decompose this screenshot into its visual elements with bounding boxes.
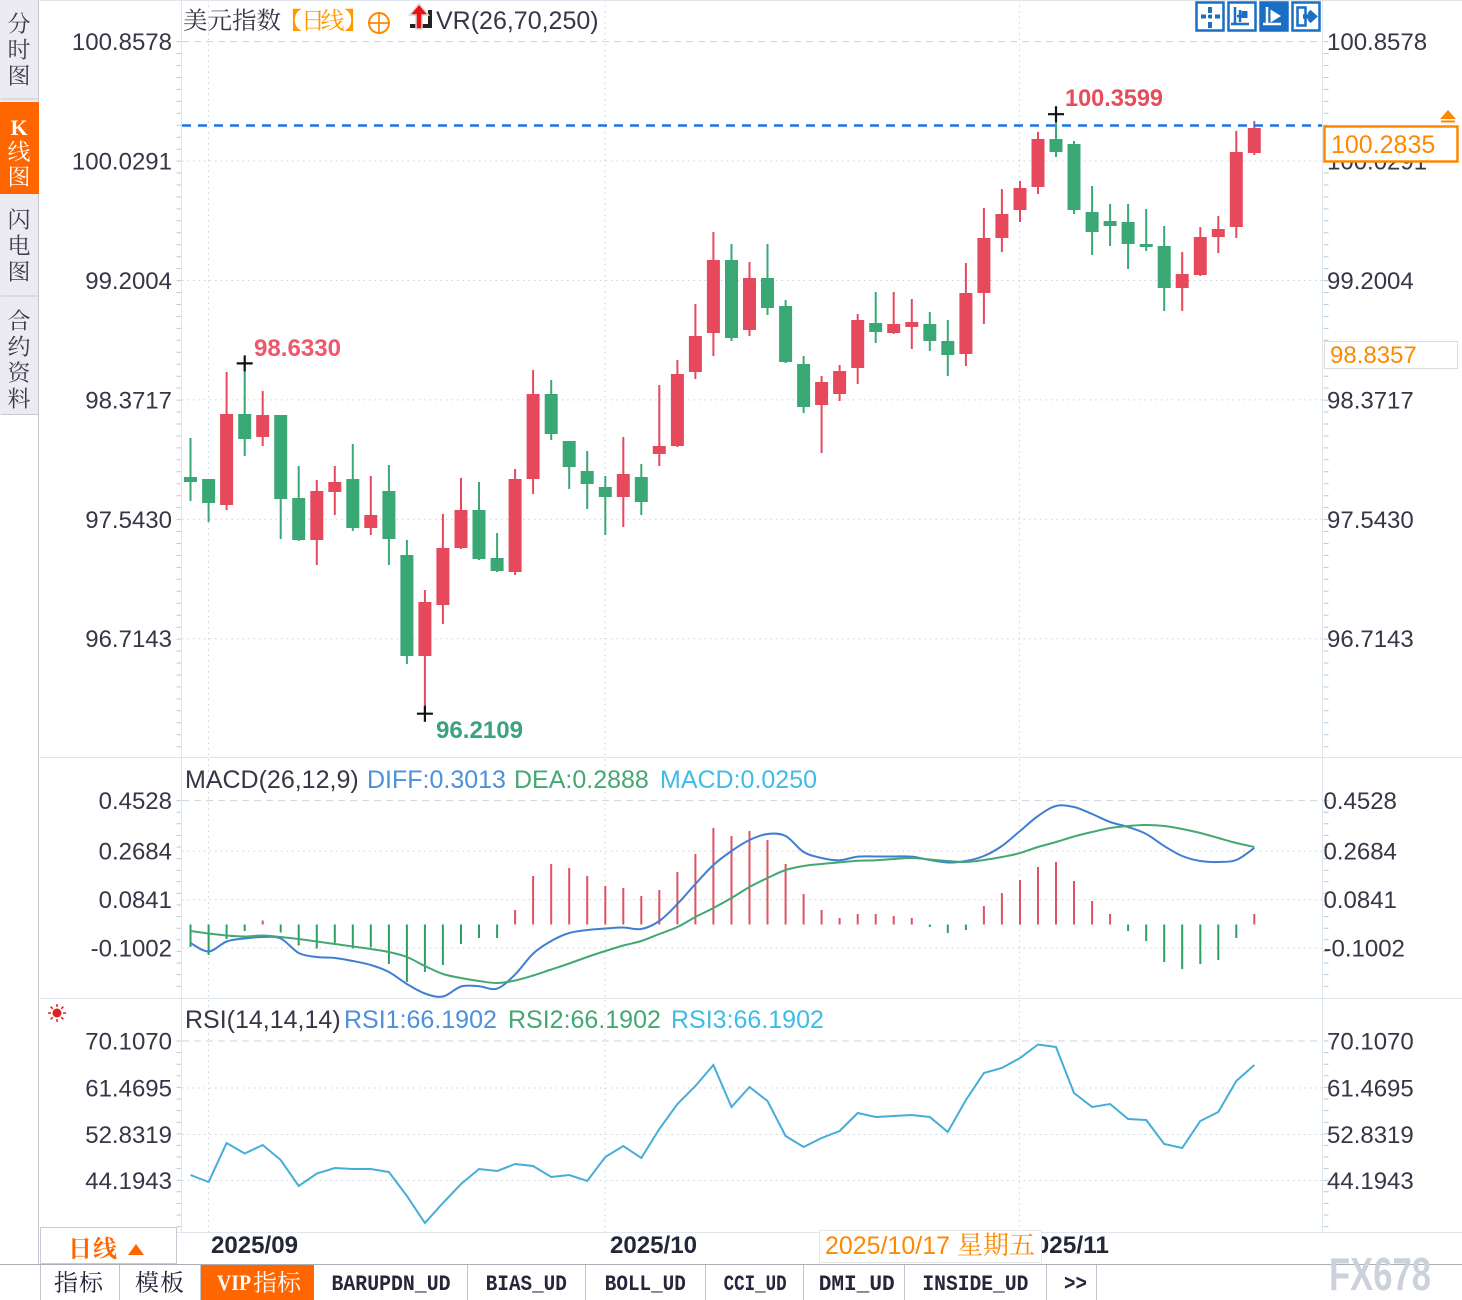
svg-text:100.8578: 100.8578 (1327, 29, 1427, 56)
svg-text:DEA:0.2888: DEA:0.2888 (514, 766, 649, 794)
svg-text:98.3717: 98.3717 (1327, 387, 1414, 414)
svg-text:MACD(26,12,9): MACD(26,12,9) (185, 766, 359, 794)
svg-text:INSIDE_UD: INSIDE_UD (922, 1272, 1028, 1297)
svg-text:BOLL_UD: BOLL_UD (605, 1272, 686, 1297)
svg-text:96.2109: 96.2109 (436, 717, 523, 744)
svg-text:-0.1002: -0.1002 (1324, 936, 1405, 963)
svg-text:K: K (10, 115, 27, 140)
svg-text:VR(26,70,250): VR(26,70,250) (436, 7, 599, 35)
svg-text:44.1943: 44.1943 (85, 1168, 172, 1195)
svg-text:0.4528: 0.4528 (99, 788, 172, 815)
svg-text:0.2684: 0.2684 (99, 839, 172, 866)
svg-text:52.8319: 52.8319 (1327, 1122, 1414, 1149)
svg-text:61.4695: 61.4695 (1327, 1076, 1414, 1103)
svg-text:2025/10/17: 2025/10/17 (825, 1232, 950, 1260)
svg-text:CCI_UD: CCI_UD (724, 1272, 787, 1297)
svg-text:>>: >> (1064, 1272, 1087, 1297)
svg-text:100.3599: 100.3599 (1065, 85, 1163, 112)
svg-text:VIP: VIP (217, 1270, 251, 1295)
svg-text:98.3717: 98.3717 (85, 387, 172, 414)
svg-text:70.1070: 70.1070 (1327, 1029, 1414, 1056)
svg-text:DIFF:0.3013: DIFF:0.3013 (367, 766, 506, 794)
svg-text:BARUPDN_UD: BARUPDN_UD (332, 1272, 451, 1297)
svg-text:52.8319: 52.8319 (85, 1122, 172, 1149)
svg-text:98.8357: 98.8357 (1330, 342, 1417, 369)
svg-text:FX678: FX678 (1329, 1248, 1431, 1300)
svg-text:99.2004: 99.2004 (1327, 268, 1414, 295)
svg-text:0.2684: 0.2684 (1324, 839, 1397, 866)
svg-text:97.5430: 97.5430 (1327, 507, 1414, 534)
svg-text:44.1943: 44.1943 (1327, 1168, 1414, 1195)
svg-text:96.7143: 96.7143 (85, 626, 172, 653)
svg-text:RSI3:66.1902: RSI3:66.1902 (671, 1006, 824, 1034)
svg-text:RSI2:66.1902: RSI2:66.1902 (508, 1006, 661, 1034)
svg-text:-0.1002: -0.1002 (91, 936, 172, 963)
svg-text:2025/09: 2025/09 (211, 1232, 298, 1259)
svg-text:100.0291: 100.0291 (72, 149, 172, 176)
svg-text:MACD:0.0250: MACD:0.0250 (660, 766, 817, 794)
svg-text:2025/10: 2025/10 (610, 1232, 697, 1259)
svg-text:61.4695: 61.4695 (85, 1076, 172, 1103)
svg-text:0.4528: 0.4528 (1324, 788, 1397, 815)
svg-text:99.2004: 99.2004 (85, 268, 172, 295)
svg-text:RSI1:66.1902: RSI1:66.1902 (344, 1006, 497, 1034)
svg-text:DMI_UD: DMI_UD (819, 1272, 895, 1297)
svg-text:BIAS_UD: BIAS_UD (486, 1272, 567, 1297)
svg-text:100.8578: 100.8578 (72, 29, 172, 56)
svg-text:97.5430: 97.5430 (85, 507, 172, 534)
svg-text:100.2835: 100.2835 (1331, 131, 1435, 159)
svg-text:70.1070: 70.1070 (85, 1029, 172, 1056)
svg-text:98.6330: 98.6330 (254, 335, 341, 362)
svg-text:96.7143: 96.7143 (1327, 626, 1414, 653)
svg-text:0.0841: 0.0841 (1324, 887, 1397, 914)
svg-text:RSI(14,14,14): RSI(14,14,14) (185, 1006, 341, 1034)
svg-text:0.0841: 0.0841 (99, 887, 172, 914)
